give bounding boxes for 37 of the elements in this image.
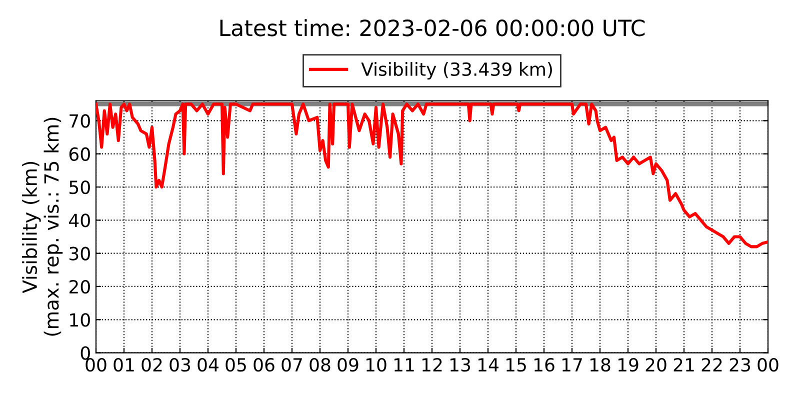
y-tick-label: 60 — [69, 147, 90, 161]
x-tick-label: 10 — [366, 358, 386, 372]
x-tick-label: 06 — [254, 358, 274, 372]
x-tick-label: 21 — [674, 358, 694, 372]
y-axis-title: Visibility (km) (max. rep. vis.: 75 km) — [22, 118, 63, 336]
x-tick-label: 05 — [226, 358, 246, 372]
x-tick-label: 15 — [506, 358, 526, 372]
x-tick-label: 08 — [310, 358, 330, 372]
x-tick-label: 09 — [338, 358, 358, 372]
x-tick-label: 03 — [170, 358, 190, 372]
y-tick-label: 50 — [70, 180, 90, 194]
x-tick-label: 07 — [282, 358, 302, 372]
y-tick-label: 20 — [69, 280, 90, 294]
x-tick-label: 18 — [590, 358, 610, 372]
x-tick-label: 00 — [86, 358, 106, 372]
chart-title: Latest time: 2023-02-06 00:00:00 UTC — [220, 19, 645, 36]
legend-label: Visibility (33.439 km) — [361, 62, 552, 80]
x-tick-label: 00 — [758, 358, 778, 372]
y-tick-label: 10 — [70, 313, 90, 327]
x-tick-label: 04 — [198, 358, 218, 372]
x-tick-label: 13 — [450, 358, 470, 372]
x-tick-label: 02 — [142, 358, 162, 372]
x-tick-label: 19 — [618, 358, 638, 372]
y-tick-label: 40 — [69, 214, 90, 228]
x-tick-label: 22 — [702, 358, 722, 372]
x-tick-label: 01 — [114, 358, 134, 372]
x-tick-label: 12 — [422, 358, 442, 372]
line-series — [96, 102, 768, 248]
x-tick-label: 23 — [730, 358, 750, 372]
y-tick-label: 70 — [70, 114, 90, 128]
x-tick-label: 17 — [562, 358, 582, 372]
x-tick-label: 16 — [534, 358, 554, 372]
x-tick-label: 14 — [478, 358, 498, 372]
y-tick-label: 30 — [70, 246, 90, 260]
x-tick-label: 20 — [646, 358, 666, 372]
y-tick-label: 0 — [80, 346, 90, 360]
x-tick-label: 11 — [394, 358, 414, 372]
